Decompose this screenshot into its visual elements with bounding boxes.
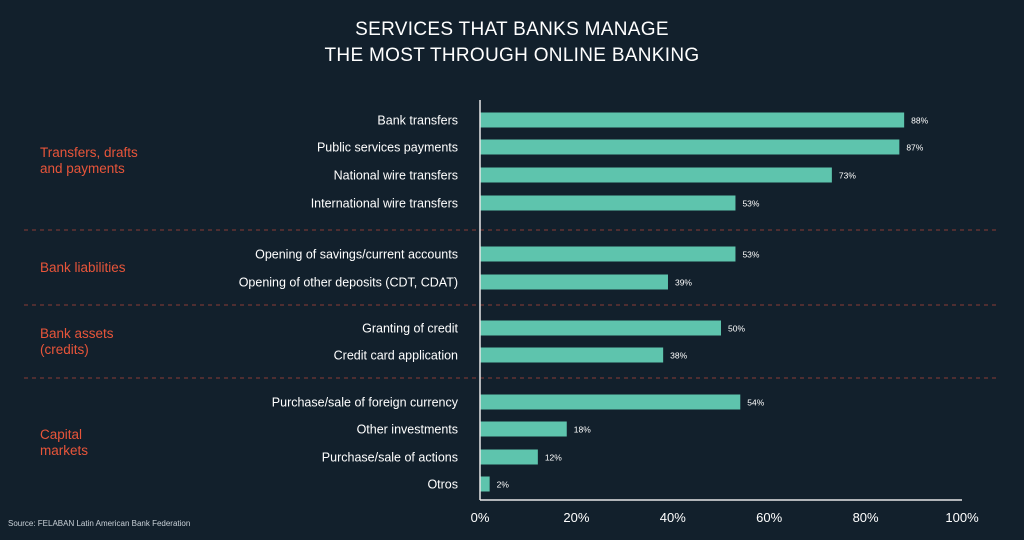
group-label: Capital — [40, 427, 82, 442]
bar — [480, 449, 538, 465]
bar — [480, 195, 736, 211]
category-label: Opening of other deposits (CDT, CDAT) — [239, 276, 458, 290]
bar — [480, 112, 905, 128]
bar — [480, 320, 721, 336]
x-tick-label: 80% — [853, 510, 879, 525]
data-label: 87% — [906, 143, 923, 153]
group-label: Bank assets — [40, 326, 114, 341]
category-label: Opening of savings/current accounts — [255, 248, 458, 262]
data-label: 18% — [574, 425, 591, 435]
source-note: Source: FELABAN Latin American Bank Fede… — [8, 519, 191, 528]
category-label: Purchase/sale of actions — [322, 451, 458, 465]
bar — [480, 167, 832, 183]
data-label: 2% — [497, 480, 510, 490]
x-tick-label: 0% — [471, 510, 490, 525]
x-tick-label: 100% — [945, 510, 979, 525]
data-label: 53% — [742, 199, 759, 209]
group-label: Bank liabilities — [40, 260, 126, 275]
bar — [480, 394, 741, 410]
bar — [480, 421, 567, 437]
chart-title-line-1: SERVICES THAT BANKS MANAGE — [355, 19, 669, 40]
bar — [480, 139, 900, 155]
chart-title-line-2: THE MOST THROUGH ONLINE BANKING — [324, 45, 700, 66]
bar — [480, 347, 664, 363]
group-label: Transfers, drafts — [40, 145, 138, 160]
category-label: International wire transfers — [311, 197, 458, 211]
bar — [480, 274, 668, 290]
data-label: 39% — [675, 278, 692, 288]
category-label: Public services payments — [317, 141, 458, 155]
category-label: Purchase/sale of foreign currency — [272, 396, 459, 410]
data-label: 53% — [742, 250, 759, 260]
bar — [480, 246, 736, 262]
group-label: markets — [40, 443, 88, 458]
data-label: 12% — [545, 453, 562, 463]
data-label: 73% — [839, 171, 856, 181]
x-tick-label: 20% — [563, 510, 589, 525]
x-tick-label: 60% — [756, 510, 782, 525]
data-label: 88% — [911, 116, 928, 126]
category-label: National wire transfers — [334, 169, 458, 183]
category-label: Bank transfers — [377, 114, 458, 128]
data-label: 38% — [670, 351, 687, 361]
category-label: Otros — [427, 478, 458, 492]
group-label: and payments — [40, 161, 125, 176]
category-label: Other investments — [357, 423, 458, 437]
data-label: 50% — [728, 324, 745, 334]
group-label: (credits) — [40, 342, 89, 357]
data-label: 54% — [747, 398, 764, 408]
category-label: Credit card application — [334, 349, 458, 363]
x-tick-label: 40% — [660, 510, 686, 525]
category-label: Granting of credit — [362, 322, 458, 336]
bar — [480, 476, 490, 492]
